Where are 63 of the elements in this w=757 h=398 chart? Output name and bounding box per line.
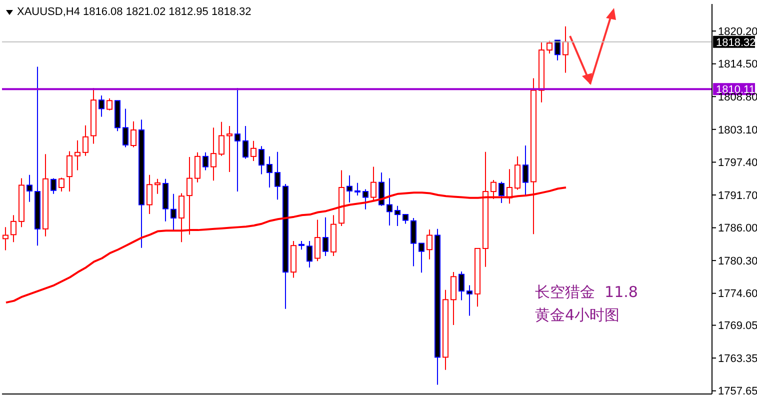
candlestick — [354, 182, 360, 196]
candlestick — [418, 242, 424, 274]
candlestick — [202, 152, 208, 171]
candlestick — [426, 228, 432, 260]
y-tick-label: 1757.65 — [718, 386, 757, 398]
annotation: 长空猎金 11.8 — [535, 282, 638, 303]
candlestick — [82, 124, 88, 156]
candlestick — [450, 272, 456, 326]
candlestick — [266, 156, 272, 188]
candlestick — [130, 120, 136, 148]
candlestick — [362, 188, 368, 210]
candlestick — [378, 172, 384, 206]
candlestick — [122, 108, 128, 148]
chart-title: XAUUSD,H4 1816.08 1821.02 1812.95 1818.32 — [17, 6, 252, 18]
candlestick — [226, 125, 232, 172]
y-tick-label: 1803.10 — [718, 124, 757, 136]
y-tick-label: 1786.00 — [718, 222, 757, 235]
candlestick — [394, 205, 400, 227]
candlestick — [322, 216, 328, 256]
candlestick — [458, 270, 464, 301]
candlestick — [410, 217, 416, 267]
candlestick — [522, 145, 528, 196]
candlestick — [194, 152, 200, 183]
candlestick — [386, 178, 392, 226]
y-tick-label: 1763.35 — [718, 352, 757, 365]
candlestick — [346, 174, 352, 203]
candlestick — [218, 121, 224, 156]
y-tick-label: 1814.50 — [718, 58, 757, 71]
candlestick — [466, 284, 472, 316]
candlestick — [74, 140, 80, 171]
y-tick-label: 1769.05 — [718, 320, 757, 332]
candlestick — [58, 177, 64, 192]
candlestick — [274, 151, 280, 200]
candlestick — [106, 98, 112, 111]
y-tick-label: 1820.20 — [718, 26, 757, 38]
candlestick — [10, 214, 16, 243]
candlestick — [498, 181, 504, 204]
candlestick — [146, 174, 152, 214]
candlestick — [178, 192, 184, 243]
candlestick — [66, 150, 72, 192]
y-tick-label: 1774.60 — [718, 288, 757, 300]
candlestick — [242, 125, 248, 160]
candlestick — [170, 193, 176, 232]
candlestick — [98, 94, 104, 118]
candlestick — [250, 140, 256, 162]
candlestick — [258, 146, 264, 175]
y-tick-label: 1797.40 — [718, 157, 757, 170]
candlestick — [562, 26, 568, 74]
candlestick — [234, 87, 240, 192]
y-tick-label: 1791.70 — [718, 190, 757, 202]
candlestick — [546, 40, 552, 54]
candlestick — [2, 226, 8, 251]
y-tick-label: 1780.30 — [718, 255, 757, 268]
candlestick — [26, 174, 32, 202]
candlestick — [210, 127, 216, 182]
candlestick — [306, 240, 312, 268]
candlestick — [314, 219, 320, 262]
ref-line-label: 1818.32 — [716, 36, 756, 49]
candlestick — [554, 40, 560, 61]
candlestick — [514, 156, 520, 190]
annotation: 黄金4小时图 — [535, 305, 621, 326]
candlestick — [50, 178, 56, 194]
candlestick — [154, 178, 160, 194]
